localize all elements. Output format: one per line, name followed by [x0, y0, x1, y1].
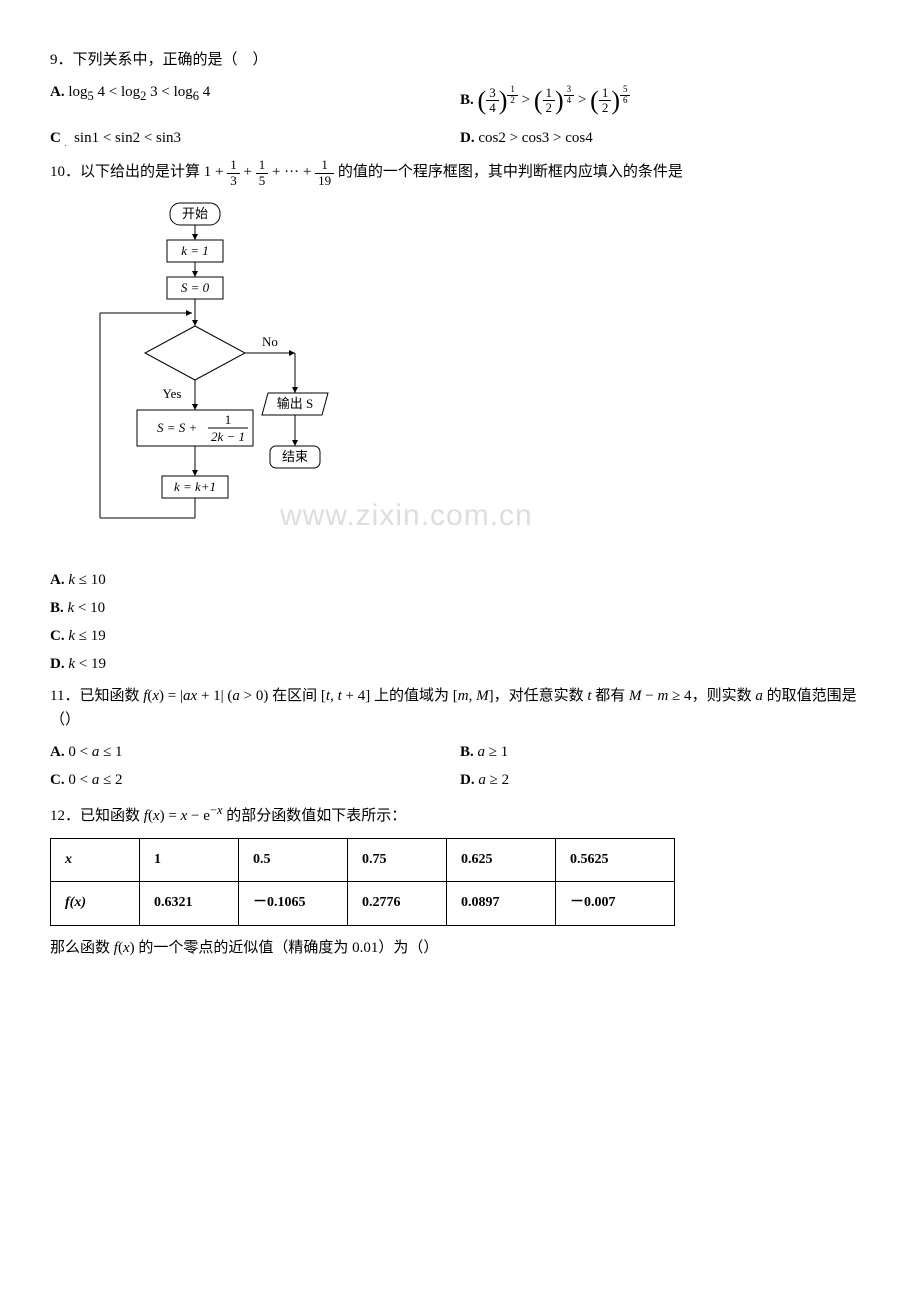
opt-label: C	[50, 130, 61, 146]
svg-text:S = S +: S = S +	[157, 420, 197, 435]
q12-table: x 1 0.5 0.75 0.625 0.5625 f(x) 0.6321 －0…	[50, 838, 675, 926]
svg-text:k = 1: k = 1	[181, 243, 209, 258]
q9-opt-d: D. cos2 > cos3 > cos4	[460, 126, 870, 151]
q11-opt-b: B. a ≥ 1	[460, 740, 870, 764]
svg-text:No: No	[262, 334, 278, 349]
opt-label: D.	[460, 130, 475, 146]
opt-label: A.	[50, 84, 65, 100]
watermark-text: www.zixin.com.cn	[280, 492, 533, 540]
q11-opt-c: C. 0 < a ≤ 2	[50, 768, 460, 792]
svg-text:2k − 1: 2k − 1	[211, 429, 245, 444]
q10-opt-a: A. k ≤ 10	[50, 568, 870, 592]
q9-opt-b: B. (34)12 > (12)34 > (12)56	[460, 80, 870, 122]
q10-stem: 10．以下给出的是计算 1 + 13 + 15 + ··· + 119 的值的一…	[50, 158, 870, 188]
svg-text:Yes: Yes	[163, 386, 182, 401]
flowchart-diagram: 开始 k = 1 S = 0 No 输出 S 结束 Yes S = S + 1 …	[80, 198, 340, 558]
q12-tail: 那么函数 f(x) 的一个零点的近似值（精确度为 0.01）为（）	[50, 936, 870, 960]
opt-label: B.	[460, 92, 474, 108]
q11-opt-d: D. a ≥ 2	[460, 768, 870, 792]
q10-stem-post: 的值的一个程序框图，其中判断框内应填入的条件是	[338, 165, 683, 181]
q9-opt-c: C . sin1 < sin2 < sin3	[50, 126, 460, 151]
q10-opt-b: B. k < 10	[50, 596, 870, 620]
q9-stem: 9．下列关系中，正确的是（ ）	[50, 48, 870, 72]
table-row: x 1 0.5 0.75 0.625 0.5625	[51, 838, 675, 881]
q11-opt-a: A. 0 < a ≤ 1	[50, 740, 460, 764]
flow-start: 开始	[182, 206, 208, 221]
q10-opt-c: C. k ≤ 19	[50, 624, 870, 648]
svg-text:1: 1	[225, 412, 232, 427]
q11-stem: 11．已知函数 f(x) = |ax + 1| (a > 0) 在区间 [t, …	[50, 684, 870, 732]
q9-opt-a: A. log5 4 < log2 3 < log6 4	[50, 80, 460, 122]
q10-opt-d: D. k < 19	[50, 652, 870, 676]
svg-text:结束: 结束	[282, 449, 308, 464]
q10-stem-pre: 10．以下给出的是计算	[50, 165, 200, 181]
series-dots: + ··· +	[272, 165, 315, 181]
svg-text:S = 0: S = 0	[181, 280, 210, 295]
q12-stem: 12．已知函数 f(x) = x − e−x 的部分函数值如下表所示：	[50, 800, 870, 828]
svg-text:k = k+1: k = k+1	[174, 479, 216, 494]
table-row: f(x) 0.6321 －0.1065 0.2776 0.0897 －0.007	[51, 882, 675, 925]
svg-text:输出 S: 输出 S	[277, 396, 313, 411]
